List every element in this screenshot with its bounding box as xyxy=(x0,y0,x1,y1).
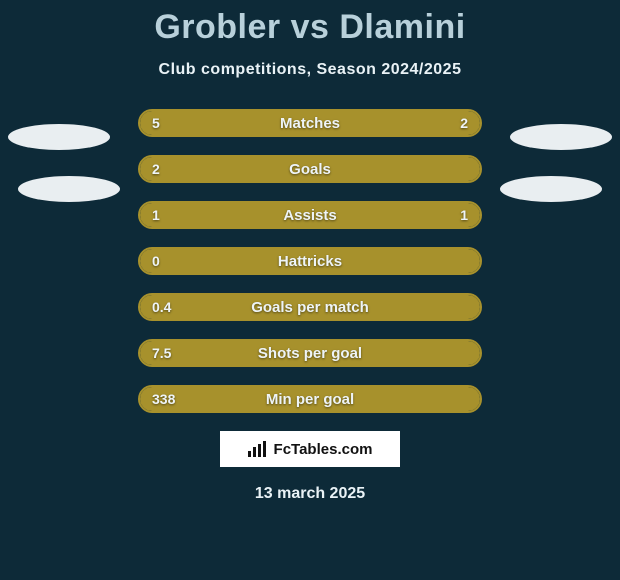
stat-row: 2Goals xyxy=(138,155,482,183)
watermark-text: FcTables.com xyxy=(274,441,373,458)
stat-row: 0.4Goals per match xyxy=(138,293,482,321)
chart-icon xyxy=(248,441,268,457)
player-photo-placeholder-left-2 xyxy=(18,176,120,202)
player-photo-placeholder-right-2 xyxy=(500,176,602,202)
player-photo-placeholder-left-1 xyxy=(8,124,110,150)
stat-row: 7.5Shots per goal xyxy=(138,339,482,367)
watermark: FcTables.com xyxy=(220,431,400,467)
stat-label: Goals per match xyxy=(140,295,480,319)
stat-label: Assists xyxy=(140,203,480,227)
title-player1: Grobler xyxy=(154,8,280,46)
stat-label: Matches xyxy=(140,111,480,135)
stat-row: 0Hattricks xyxy=(138,247,482,275)
stat-label: Goals xyxy=(140,157,480,181)
stats-bars: 52Matches 2Goals 11Assists 0Hattricks 0.4Goa… xyxy=(138,109,482,413)
stat-row: 11Assists xyxy=(138,201,482,229)
title-player2: Dlamini xyxy=(339,8,465,46)
date: 13 march 2025 xyxy=(0,485,620,503)
player-photo-placeholder-right-1 xyxy=(510,124,612,150)
subtitle: Club competitions, Season 2024/2025 xyxy=(0,61,620,79)
stat-row: 338Min per goal xyxy=(138,385,482,413)
stat-label: Min per goal xyxy=(140,387,480,411)
page-title: Grobler vs Dlamini xyxy=(0,0,620,47)
stat-label: Hattricks xyxy=(140,249,480,273)
title-vs: vs xyxy=(291,8,330,46)
stat-row: 52Matches xyxy=(138,109,482,137)
stat-label: Shots per goal xyxy=(140,341,480,365)
